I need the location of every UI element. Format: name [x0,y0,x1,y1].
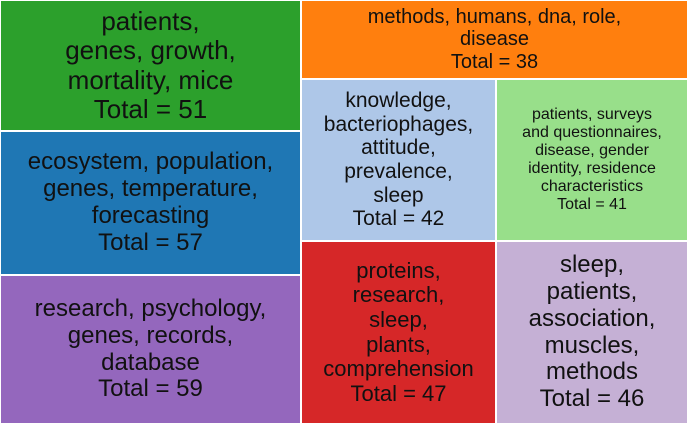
tile-total: Total = 47 [350,380,447,406]
treemap-tile: methods, humans, dna, role, disease Total … [301,0,688,79]
tile-total: Total = 59 [98,375,203,403]
tile-total: Total = 38 [450,50,539,73]
tile-keywords: patients, surveys and questionnaires, dise… [522,106,662,195]
tile-keywords: proteins, research, sleep, plants, comprehen… [323,257,474,382]
tile-total: Total = 51 [93,93,208,124]
treemap-tile: patients, surveys and questionnaires, dise… [496,79,688,241]
tile-keywords: sleep, patients, association, muscles, metho… [528,250,656,386]
treemap-tile: sleep, patients, association, muscles, metho… [496,241,688,424]
treemap-tile: proteins, research, sleep, plants, comprehen… [301,241,496,424]
tile-total: Total = 41 [557,195,627,213]
tile-keywords: ecosystem, population, genes, temperature… [27,148,274,229]
tile-keywords: knowledge, bacteriophages, attitude, preval… [323,89,474,207]
tile-keywords: methods, humans, dna, role, disease [367,5,622,51]
tile-total: Total = 46 [539,385,645,413]
tile-total: Total = 57 [98,228,203,256]
treemap-tile: ecosystem, population, genes, temperature… [0,131,301,275]
treemap-tile: knowledge, bacteriophages, attitude, preval… [301,79,496,241]
tile-keywords: research, psychology, genes, records, data… [34,294,267,376]
tile-keywords: patients, genes, growth, mortality, mice [65,6,236,95]
treemap-tile: patients, genes, growth, mortality, mice To… [0,0,301,131]
tile-total: Total = 42 [352,207,445,231]
treemap-tile: research, psychology, genes, records, data… [0,275,301,424]
